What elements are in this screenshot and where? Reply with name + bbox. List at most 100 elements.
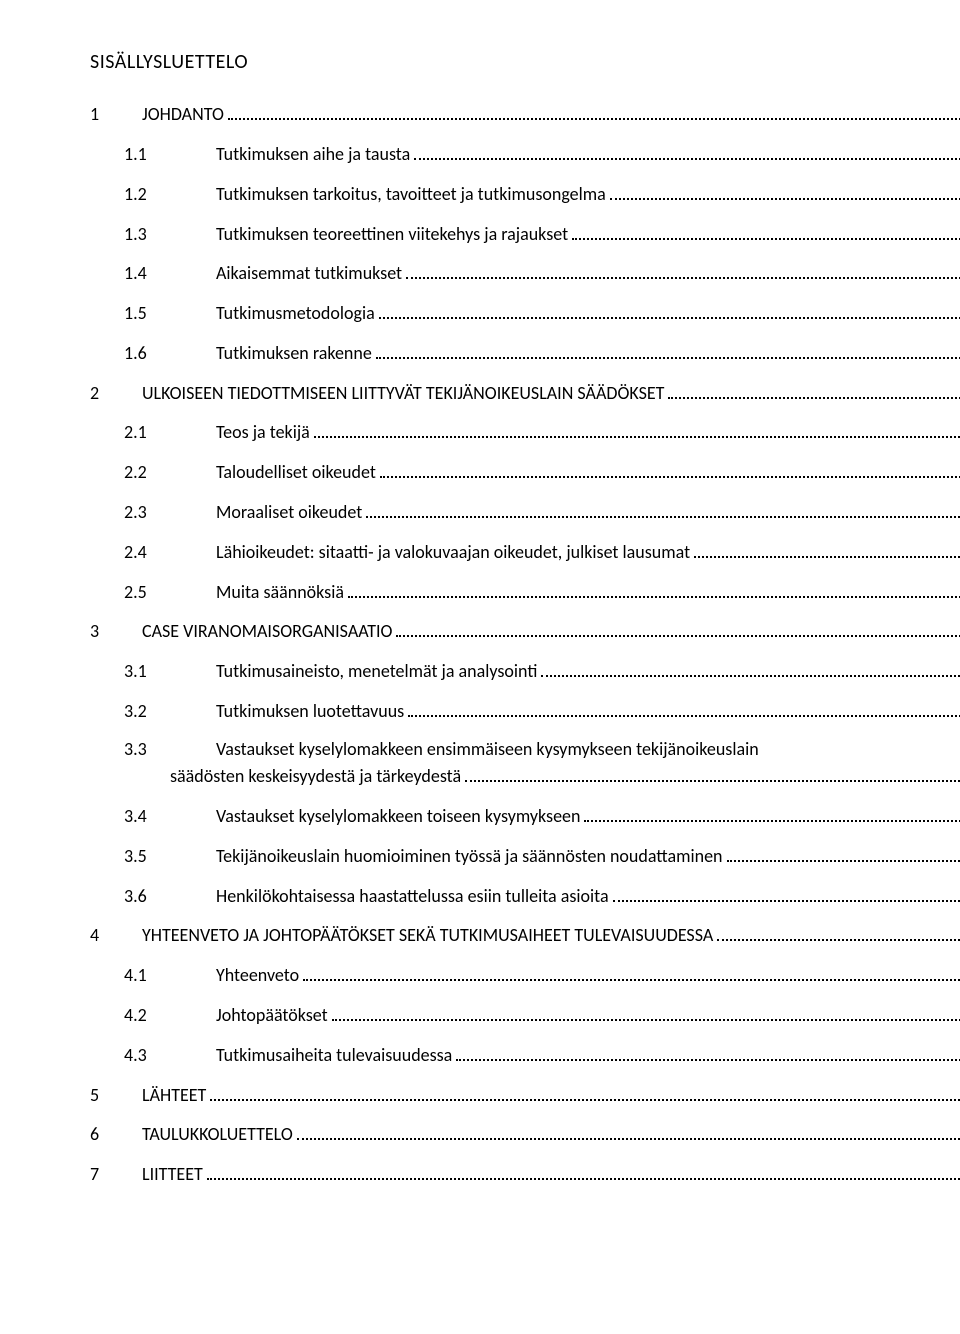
toc-entry: 1JOHDANTO1 — [90, 102, 960, 126]
toc-leader — [572, 221, 960, 239]
toc-number: 1 — [90, 104, 124, 126]
toc-label: Tutkimusaiheita tulevaisuudessa — [216, 1045, 452, 1067]
toc-leader — [376, 341, 960, 359]
toc-label: Vastaukset kyselylomakkeen ensimmäiseen … — [216, 739, 759, 761]
toc-leader — [297, 1122, 960, 1140]
toc-number: 2.2 — [90, 462, 204, 484]
toc-entry: 3.5 Tekijänoikeuslain huomioiminen työssä… — [90, 844, 960, 868]
toc-entry: 3.6 Henkilökohtaisessa haastattelussa esi… — [90, 883, 960, 907]
toc-leader — [366, 500, 960, 518]
toc-label: Tutkimuksen rakenne — [216, 343, 372, 365]
toc-label: TAULUKKOLUETTELO — [142, 1124, 293, 1146]
toc-label: YHTEENVETO JA JOHTOPÄÄTÖKSET SEKÄ TUTKIM… — [142, 925, 713, 947]
toc-label: Tekijänoikeuslain huomioiminen työssä ja… — [216, 846, 723, 868]
toc-leader — [303, 963, 960, 981]
toc-entry: 4.3Tutkimusaiheita tulevaisuudessa33 — [90, 1043, 960, 1067]
toc-leader — [584, 804, 960, 822]
toc-label: Lähioikeudet: sitaatti- ja valokuvaajan … — [216, 542, 690, 564]
toc-label: ULKOISEEN TIEDOTTMISEEN LIITTYVÄT TEKIJÄ… — [142, 383, 664, 405]
toc-number: 7 — [90, 1164, 124, 1186]
toc-entry: 3.3 Vastaukset kyselylomakkeen ensimmäise… — [90, 739, 960, 761]
toc-label: säädösten keskeisyydestä ja tärkeydestä — [170, 766, 461, 788]
toc-number: 4.2 — [90, 1005, 204, 1027]
toc-leader — [456, 1043, 960, 1061]
toc-leader — [613, 883, 960, 901]
toc-entry: 3.4 Vastaukset kyselylomakkeen toiseen ky… — [90, 804, 960, 828]
toc-title: SISÄLLYSLUETTELO — [90, 50, 960, 74]
toc-label: Tutkimuksen luotettavuus — [216, 701, 404, 723]
toc-entry: 1.1Tutkimuksen aihe ja tausta1 — [90, 142, 960, 166]
toc-leader — [408, 699, 960, 717]
toc-leader — [668, 380, 960, 398]
toc-entry: 3CASE VIRANOMAISORGANISAATIO16 — [90, 619, 960, 643]
toc-entry: 6TAULUKKOLUETTELO38 — [90, 1122, 960, 1146]
toc-number: 1.5 — [90, 303, 204, 325]
toc-entry: 2 ULKOISEEN TIEDOTTMISEEN LIITTYVÄT TEKIJ… — [90, 380, 960, 404]
toc-entry: 4.1Yhteenveto29 — [90, 963, 960, 987]
toc-number: 3.1 — [90, 661, 204, 683]
toc-number: 6 — [90, 1124, 124, 1146]
toc-number: 4.3 — [90, 1045, 204, 1067]
toc-number: 2 — [90, 383, 124, 405]
toc-label: Tutkimuksen teoreettinen viitekehys ja r… — [216, 224, 568, 246]
toc-label: Tutkimusaineisto, menetelmät ja analysoi… — [216, 661, 537, 683]
toc-entry: 4.2Johtopäätökset32 — [90, 1003, 960, 1027]
toc-entry-continuation: säädösten keskeisyydestä ja tärkeydestä1… — [90, 764, 960, 788]
toc-leader — [694, 540, 960, 558]
toc-leader — [207, 1162, 960, 1180]
toc-label: Teos ja tekijä — [216, 422, 310, 444]
toc-number: 1.2 — [90, 184, 204, 206]
toc-number: 5 — [90, 1085, 124, 1107]
toc-number: 3.6 — [90, 886, 204, 908]
toc-leader — [228, 102, 960, 120]
toc-number: 3.4 — [90, 806, 204, 828]
toc-leader — [717, 923, 960, 941]
toc-entry: 2.1Teos ja tekijä10 — [90, 420, 960, 444]
toc-list: 1JOHDANTO11.1Tutkimuksen aihe ja tausta1… — [90, 102, 960, 1186]
toc-label: Yhteenveto — [216, 965, 299, 987]
toc-entry: 2.5Muita säännöksiä14 — [90, 579, 960, 603]
toc-number: 3 — [90, 621, 124, 643]
toc-leader — [314, 420, 960, 438]
toc-label: LIITTEET — [142, 1164, 203, 1186]
toc-entry: 3.2Tutkimuksen luotettavuus18 — [90, 699, 960, 723]
toc-entry: 1.2Tutkimuksen tarkoitus, tavoitteet ja … — [90, 182, 960, 206]
toc-label: Tutkimusmetodologia — [216, 303, 375, 325]
toc-entry: 3.1 Tutkimusaineisto, menetelmät ja analy… — [90, 659, 960, 683]
toc-label: CASE VIRANOMAISORGANISAATIO — [142, 621, 392, 643]
toc-number: 2.3 — [90, 502, 204, 524]
toc-number: 2.5 — [90, 582, 204, 604]
toc-label: Henkilökohtaisessa haastattelussa esiin … — [216, 886, 609, 908]
toc-entry: 7LIITTEET38 — [90, 1162, 960, 1186]
toc-leader — [727, 844, 960, 862]
toc-leader — [414, 142, 960, 160]
toc-label: LÄHTEET — [142, 1085, 206, 1107]
toc-number: 1.1 — [90, 144, 204, 166]
toc-label: JOHDANTO — [142, 104, 224, 126]
toc-number: 1.3 — [90, 224, 204, 246]
toc-leader — [406, 261, 960, 279]
toc-number: 4.1 — [90, 965, 204, 987]
toc-entry: 5LÄHTEET34 — [90, 1082, 960, 1106]
toc-leader — [541, 659, 960, 677]
toc-leader — [465, 764, 960, 782]
toc-number: 2.1 — [90, 422, 204, 444]
toc-label: Moraaliset oikeudet — [216, 502, 362, 524]
toc-number: 2.4 — [90, 542, 204, 564]
toc-entry: 2.4 Lähioikeudet: sitaatti- ja valokuvaaj… — [90, 540, 960, 564]
toc-label: Muita säännöksiä — [216, 582, 344, 604]
toc-label: Aikaisemmat tutkimukset — [216, 263, 402, 285]
toc-leader — [332, 1003, 960, 1021]
toc-label: Vastaukset kyselylomakkeen toiseen kysym… — [216, 806, 580, 828]
toc-leader — [610, 182, 960, 200]
toc-leader — [210, 1082, 960, 1100]
toc-number: 4 — [90, 925, 124, 947]
toc-leader — [396, 619, 960, 637]
toc-leader — [380, 460, 960, 478]
toc-entry: 1.3 Tutkimuksen teoreettinen viitekehys j… — [90, 221, 960, 245]
toc-number: 3.2 — [90, 701, 204, 723]
toc-number: 3.3 — [90, 739, 204, 761]
toc-entry: 1.6Tutkimuksen rakenne9 — [90, 341, 960, 365]
toc-number: 1.4 — [90, 263, 204, 285]
toc-number: 3.5 — [90, 846, 204, 868]
